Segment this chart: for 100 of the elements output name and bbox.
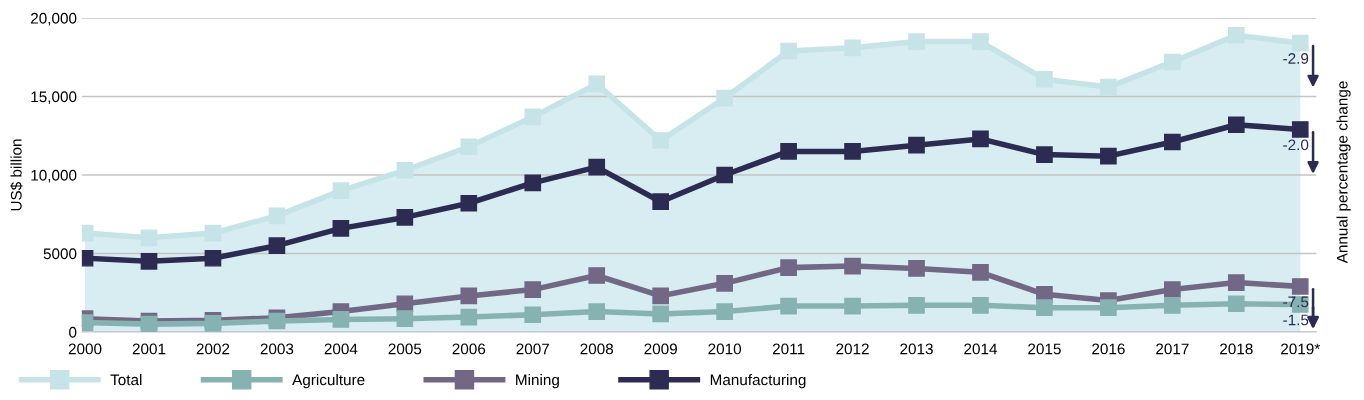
point [652,132,670,149]
point [204,249,222,267]
legend-label: Agriculture [292,374,365,389]
legend-label: Manufacturing [710,374,806,389]
point [1036,299,1053,316]
point [1036,70,1053,88]
point [716,166,733,184]
point [524,281,542,298]
x-tick-label: 2012 [836,343,869,355]
x-tick-label: 2004 [324,343,358,355]
point [460,194,478,212]
x-tick-label: 2013 [900,343,933,355]
annotation: -2.0 [1283,139,1309,151]
point [1291,34,1309,52]
point [780,297,797,315]
x-tick-label: 2006 [452,343,486,355]
point [972,264,989,281]
x-tick-label: 2000 [68,343,102,355]
x-tick-label: 2014 [964,343,998,355]
point [460,287,478,305]
point [908,33,925,50]
point [844,257,861,275]
point [460,308,478,326]
point [908,136,925,154]
point [1100,78,1117,96]
y-tick-label: 15,000 [31,91,77,104]
point [268,207,286,225]
annotation: -7.5 [1283,296,1309,308]
x-tick-label: 2001 [132,343,166,355]
x-tick-label: 2015 [1028,343,1061,355]
y-tick-label: 20,000 [31,12,77,26]
point [460,138,478,156]
point [780,259,797,276]
y-tick-label: 0 [69,326,77,338]
point [140,229,158,247]
x-tick-label: 2009 [644,343,677,355]
x-tick-label: 2011 [772,343,805,355]
point [588,75,606,93]
point [588,303,606,320]
x-tick-label: 2018 [1220,343,1253,355]
y-tick-label: 10,000 [31,169,77,183]
x-tick-label: 2002 [196,343,230,355]
x-tick-label: 2008 [580,343,614,355]
point [1291,121,1309,138]
point [1227,116,1245,134]
point [396,209,414,226]
point [1227,274,1245,291]
x-tick-label: 2017 [1156,343,1189,355]
point [1227,295,1245,313]
point [716,303,733,320]
legend-label: Total [110,374,142,386]
point [780,143,797,160]
point [844,39,861,57]
point [204,315,222,332]
legend-label: Mining [516,374,559,389]
point [332,182,350,200]
annotation: -2.9 [1283,53,1309,64]
point [908,296,925,314]
point [1036,146,1053,163]
y-tick-label: 5000 [43,248,77,260]
point [396,310,414,327]
point [972,296,989,314]
x-tick-label: 2003 [260,343,294,355]
point [524,108,542,126]
point [652,305,670,323]
point [844,143,861,160]
y2-axis-title: Annual percentage change [1336,81,1351,264]
point [1164,281,1181,298]
point [908,260,925,277]
x-tick-label: 2010 [708,343,742,355]
point [1291,278,1309,295]
annotation: -1.5 [1283,314,1309,326]
x-tick-label: 2019* [1281,343,1320,355]
point [1164,53,1181,71]
y-axis-title: US$ billion [10,139,23,211]
point [1227,26,1245,44]
point [716,89,733,107]
point [972,130,989,148]
point [332,311,350,328]
x-tick-label: 2016 [1092,343,1125,355]
point [332,220,350,237]
point [652,193,670,211]
point [972,33,989,50]
x-tick-label: 2007 [516,343,549,355]
point [716,274,733,292]
point [652,287,670,305]
point [140,253,158,270]
point [588,267,606,284]
point [1100,147,1117,165]
point [844,297,861,315]
point [396,161,414,179]
point [524,174,542,192]
point [204,224,222,242]
point [268,237,286,254]
point [1100,299,1117,316]
point [780,42,797,60]
point [1164,133,1181,151]
point [524,306,542,324]
x-tick-label: 2005 [388,343,422,355]
point [588,158,606,176]
